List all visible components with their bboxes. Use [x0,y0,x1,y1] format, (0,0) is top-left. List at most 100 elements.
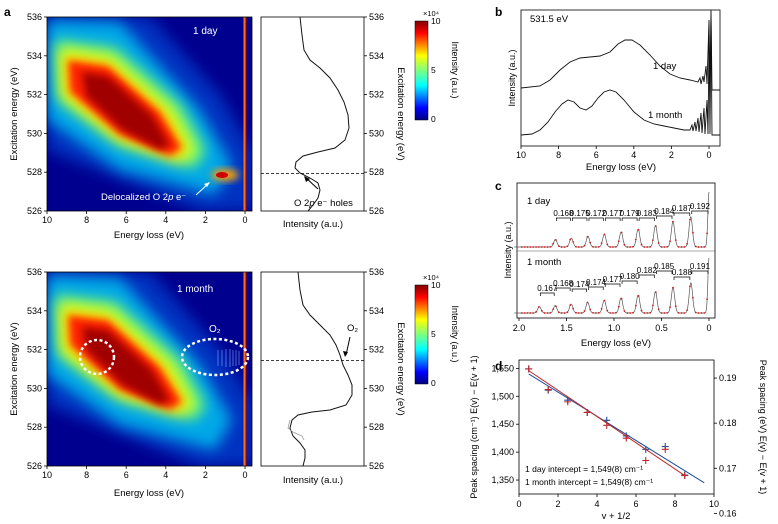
panel-c-bottom-point [529,312,532,314]
colorbar-bottom-tick-mid: 5 [431,329,436,339]
map-top-ylabel: Excitation energy (eV) [9,67,20,160]
panel-c-bottom-point [660,312,663,314]
o2-label-map: O₂ [209,324,221,335]
panel-c-top-point [606,243,609,246]
panel-c-top-point [700,246,703,248]
map-bottom-y-tick-label: 526 [27,461,42,471]
panel-c-bottom-bracket [539,292,555,296]
spectrum-bottom-xlabel: Intensity (a.u.) [283,475,343,486]
panel-c-bottom-point [674,305,677,307]
panel-c-bottom-point [683,312,686,314]
spectrum-bottom-ylabel: Excitation energy (eV) [395,322,406,415]
panel-c-top-point [595,246,597,248]
panel-d-xlabel: v + 1/2 [602,511,631,522]
panel-c-top-point [637,229,640,231]
panel-d-month-point [681,472,689,480]
panel-c-top-spacing-label: 0.172 [586,209,607,218]
panel-d-month-point [603,421,611,429]
panel-c-top-point [520,246,523,248]
panel-c-top-point [543,246,546,248]
panel-c-top-spacing-label: 0.183 [637,209,658,218]
panel-c-bottom-spacing-label: 0.180 [620,272,641,281]
panel-c-top-point [623,243,626,246]
panel-c-bottom-point [686,309,688,311]
map-bottom-x-axis: 10 8 6 4 2 0 [42,466,248,480]
o2-circle-large [180,337,250,377]
panel-c-top-bracket [588,217,604,221]
panel-d-ylabel: Peak spacing (cm⁻¹) E(v) − E(v + 1) [469,355,479,498]
panel-c-top-point [549,246,552,248]
panel-c-top-spacing-label: 0.175 [570,209,591,218]
panel-c-top-point [620,231,623,234]
panel-c-bottom-point [672,286,674,289]
panel-c-top-point [552,242,555,245]
spectrum-top-y-axis: 536 534 532 530 528 526 [364,12,384,216]
panel-c-top-bracket [638,217,655,221]
panel-c-bottom-point [669,306,671,309]
map-top-x-tick-label: 10 [42,215,52,225]
colorbar-bottom-scale: ×10⁴ [423,273,439,282]
panel-c-x-tick-label: 0.5 [655,323,668,333]
panel-c-top-point [686,242,688,245]
panel-b-trace-bottom-label: 1 month [648,110,682,121]
panel-c-top-point [555,239,557,241]
panel-c-bottom-point [632,311,634,314]
panel-c-bottom-point [617,305,620,308]
panel-c-top-point [703,246,706,248]
panel-c-bottom-point [663,312,666,314]
panel-c-top-point [666,246,669,248]
colorbar-top [414,20,429,121]
panel-c-bottom-point [677,312,680,314]
panel-c-bottom-point [532,312,535,314]
map-bottom-x-tick-label: 4 [163,470,168,480]
map-top-y-tick-label: 534 [27,51,42,61]
panel-c-bottom-point [560,312,563,314]
panel-c-top-point [526,246,529,248]
panel-c-bottom-point [629,312,631,314]
panel-d-x-tick-label: 0 [516,499,521,509]
map-bottom-ylabel: Excitation energy (eV) [9,322,20,415]
panel-c-top-spacing-label: 0.184 [654,207,675,216]
panel-c-bottom-point [520,312,523,314]
panel-c-top-point [674,239,677,242]
panel-c-bottom-point [540,309,543,312]
panel-c-bottom-point [643,312,646,314]
panel-c-plot: 0.1680.1750.1720.1770.1790.1830.1840.187… [514,191,710,314]
panel-d-month-point [544,386,552,394]
panel-c-top-point [646,246,649,248]
panel-c-bottom-point [535,311,537,313]
panel-c-bottom-point [640,309,643,312]
panel-c-top-point [523,246,526,248]
panel-label-d: d [495,359,502,373]
map-top-y-tick-label: 536 [27,12,42,22]
spectrum-top-curve [294,16,350,212]
map-top-x-tick-label: 8 [84,215,89,225]
panel-d-x-tick-label: 4 [594,499,599,509]
panel-d-plot [525,365,705,484]
svg-text:Delocalized O 2p e⁻: Delocalized O 2p e⁻ [101,192,186,203]
panel-d-y-tick-label: 1,500 [491,391,514,401]
map-bottom-x-tick-label: 8 [84,470,89,480]
spectrum-bottom-y-tick-label: 532 [369,345,384,355]
panel-c-top-point [532,246,535,248]
panel-b-ylabel: Intensity (a.u.) [507,49,517,106]
panel-b-trace-top-label: 1 day [653,61,676,72]
panel-b-x-axis: 10 8 6 4 2 0 [516,146,712,160]
panel-c-top-point [600,242,603,245]
panel-c-bottom-point [700,312,703,314]
panel-c-top-point [657,242,660,244]
panel-c-bottom-point [692,296,694,299]
panel-c-top-point [583,244,586,247]
panel-b-x-tick-label: 10 [516,150,526,160]
panel-c-x-tick-label: 1.0 [608,323,621,333]
panel-c-bottom-spacing-label: 0.182 [637,266,658,275]
panel-b-trace-top [520,9,720,91]
panel-c-bottom-spacing-label: 0.185 [654,262,675,271]
map-bottom-y-tick-label: 528 [27,422,42,432]
colorbar-bottom-tick-min: 0 [431,378,436,388]
panel-c-top-point [572,241,574,243]
panel-c-bottom-spacing-label: 0.177 [603,275,624,284]
spectrum-bottom-curve [289,271,353,467]
panel-c-bottom-point [703,312,706,314]
panel-c-top-spacing-label: 0.179 [620,209,641,218]
